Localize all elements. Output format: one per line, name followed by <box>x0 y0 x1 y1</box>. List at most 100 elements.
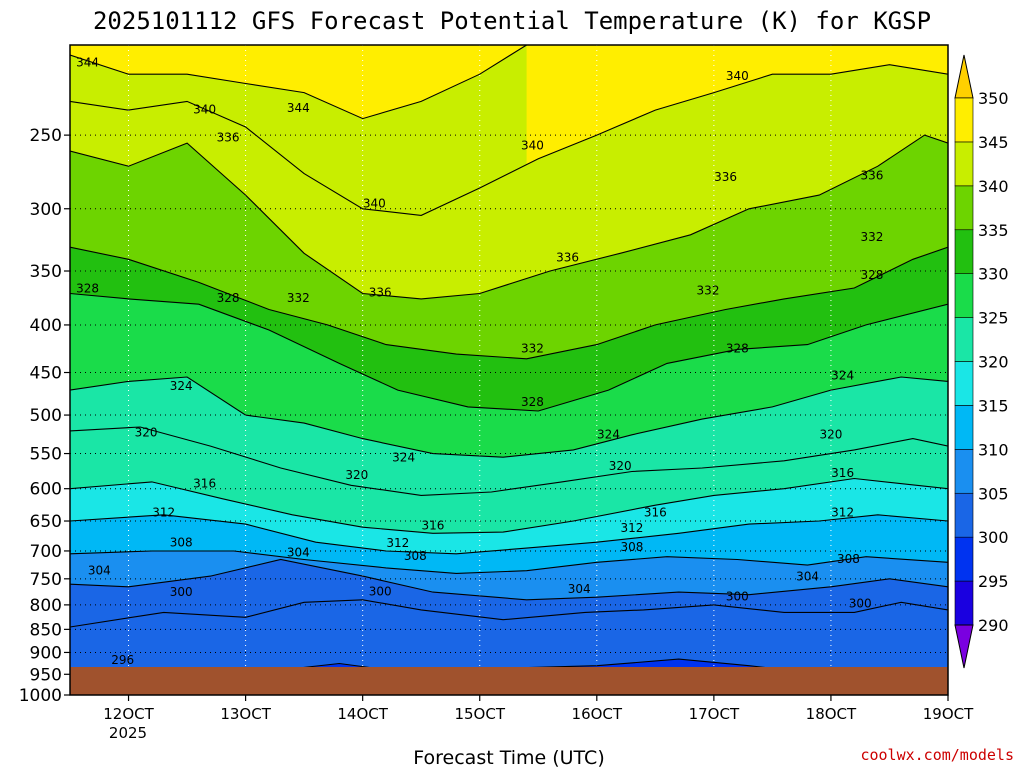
contour-label-30: 312 <box>152 506 175 520</box>
contour-label-39: 308 <box>404 549 427 563</box>
colorbar-tick-300: 300 <box>978 528 1009 547</box>
y-tick-label-750: 750 <box>30 570 62 590</box>
contour-label-38: 304 <box>287 546 310 560</box>
contour-label-5: 340 <box>726 69 749 83</box>
x-tick-label-4: 16OCT <box>572 705 623 723</box>
colorbar-tick-345: 345 <box>978 133 1009 152</box>
grid-lines <box>70 45 948 695</box>
x-tick-label-1: 13OCT <box>220 705 271 723</box>
colorbar-swatch-290 <box>954 580 974 626</box>
contour-lines <box>70 45 948 675</box>
colorbar-tick-310: 310 <box>978 440 1009 459</box>
contour-344 <box>70 45 527 120</box>
contour-320 <box>70 426 948 496</box>
colorbar-swatch-320 <box>954 317 974 362</box>
colorbar-swatch-310 <box>954 405 974 450</box>
temperature-fill-layers <box>70 45 948 695</box>
colorbar-swatch-315 <box>954 361 974 406</box>
contour-label-34: 312 <box>620 521 643 535</box>
y-tick-label-950: 950 <box>30 665 62 685</box>
contour-label-16: 332 <box>697 284 720 298</box>
contour-label-25: 324 <box>392 451 415 465</box>
contour-label-19: 324 <box>170 379 193 393</box>
colorbar: 290 295 300 305 310 315 320 325 330 335 340 345 350 <box>954 54 1009 669</box>
x-tick-label-5: 17OCT <box>689 705 740 723</box>
colorbar-swatch-335 <box>954 185 974 231</box>
x-axis: 12OCT 13OCT 14OCT 15OCT 16OCT 17OCT 18OCT 19OCT <box>103 695 974 723</box>
contour-label-14: 336 <box>369 286 392 300</box>
y-axis: 250 300 350 400 450 500 550 600 650 700 750 800 850 9… <box>19 126 70 706</box>
contour-label-24: 320 <box>819 428 842 442</box>
contour-label-33: 316 <box>421 519 444 533</box>
colorbar-tick-340: 340 <box>978 177 1009 196</box>
colorbar-swatch-300 <box>954 492 974 538</box>
contour-label-32: 312 <box>831 506 854 520</box>
contour-label-6: 336 <box>714 170 737 184</box>
contour-label-13: 332 <box>287 291 310 305</box>
contour-label-21: 328 <box>521 395 544 409</box>
contour-label-7: 336 <box>860 168 883 182</box>
colorbar-tick-335: 335 <box>978 221 1009 240</box>
contour-label-31: 316 <box>644 506 667 520</box>
contour-label-37: 308 <box>620 540 643 554</box>
x-year-label: 2025 <box>109 724 147 742</box>
contour-label-22: 320 <box>135 425 158 439</box>
colorbar-swatch-330 <box>954 229 974 274</box>
contour-label-8: 340 <box>363 196 386 210</box>
colorbar-tick-315: 315 <box>978 396 1009 415</box>
contour-label-48: 296 <box>111 653 134 667</box>
contour-312 <box>70 514 948 555</box>
colorbar-tick-330: 330 <box>978 265 1009 284</box>
contour-label-0: 344 <box>76 56 99 70</box>
plot-frame <box>69 44 949 696</box>
contour-label-27: 320 <box>345 468 368 482</box>
contour-label-4: 340 <box>521 138 544 152</box>
y-tick-label-900: 900 <box>30 643 62 663</box>
credit-text: coolwx.com/models <box>860 746 1014 764</box>
contour-label-44: 300 <box>170 585 193 599</box>
y-tick-label-450: 450 <box>30 364 62 384</box>
colorbar-tick-295: 295 <box>978 572 1009 591</box>
contour-316 <box>70 477 948 534</box>
contour-324 <box>70 376 948 458</box>
colorbar-tick-350: 350 <box>978 89 1009 108</box>
contour-label-17: 332 <box>521 341 544 355</box>
colorbar-tick-305: 305 <box>978 484 1009 503</box>
contour-label-40: 308 <box>837 552 860 566</box>
contour-328 <box>70 292 948 412</box>
y-tick-label-250: 250 <box>30 126 62 146</box>
contour-label-46: 300 <box>726 589 749 603</box>
colorbar-swatch-295 <box>954 536 974 582</box>
y-tick-label-600: 600 <box>30 480 62 500</box>
chart-title: 2025101112 GFS Forecast Potential Temper… <box>93 7 931 35</box>
contour-label-26: 320 <box>609 459 632 473</box>
contour-332 <box>70 246 948 360</box>
contour-label-10: 332 <box>860 230 883 244</box>
contour-label-36: 308 <box>170 535 193 549</box>
y-tick-label-300: 300 <box>30 200 62 220</box>
contour-304 <box>70 558 948 601</box>
contour-label-47: 300 <box>849 596 872 610</box>
y-tick-label-800: 800 <box>30 596 62 616</box>
contour-label-9: 336 <box>556 251 579 265</box>
contour-label-45: 300 <box>369 585 392 599</box>
contour-label-18: 328 <box>726 341 749 355</box>
x-tick-label-3: 15OCT <box>454 705 505 723</box>
y-tick-label-1000: 1000 <box>19 686 62 706</box>
contour-label-2: 344 <box>287 101 310 115</box>
colorbar-tick-290: 290 <box>978 616 1009 635</box>
y-tick-label-650: 650 <box>30 512 62 532</box>
x-tick-label-0: 12OCT <box>103 705 154 723</box>
contour-label-12: 328 <box>217 291 240 305</box>
contour-label-1: 340 <box>193 103 216 117</box>
colorbar-tick-325: 325 <box>978 309 1009 328</box>
contour-308 <box>70 550 948 574</box>
contour-label-20: 324 <box>831 369 854 383</box>
contour-340 <box>70 64 948 216</box>
colorbar-swatch-325 <box>954 273 974 318</box>
contour-label-15: 328 <box>860 268 883 282</box>
colorbar-tick-320: 320 <box>978 353 1009 372</box>
contour-label-35: 312 <box>386 536 409 550</box>
x-tick-label-7: 19OCT <box>923 705 974 723</box>
